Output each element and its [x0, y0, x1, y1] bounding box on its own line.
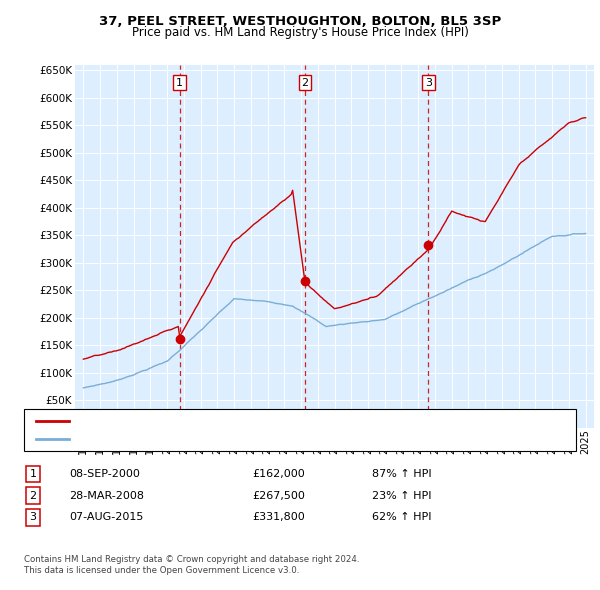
- Text: 08-SEP-2000: 08-SEP-2000: [69, 469, 140, 478]
- Text: 1: 1: [29, 469, 37, 478]
- Text: 23% ↑ HPI: 23% ↑ HPI: [372, 491, 431, 500]
- Text: £162,000: £162,000: [252, 469, 305, 478]
- Text: 07-AUG-2015: 07-AUG-2015: [69, 513, 143, 522]
- Text: 3: 3: [425, 78, 432, 87]
- Text: 87% ↑ HPI: 87% ↑ HPI: [372, 469, 431, 478]
- Text: 1: 1: [176, 78, 183, 87]
- Text: 3: 3: [29, 513, 37, 522]
- Text: Contains HM Land Registry data © Crown copyright and database right 2024.: Contains HM Land Registry data © Crown c…: [24, 555, 359, 563]
- Text: £267,500: £267,500: [252, 491, 305, 500]
- Text: 37, PEEL STREET, WESTHOUGHTON, BOLTON, BL5 3SP (detached house): 37, PEEL STREET, WESTHOUGHTON, BOLTON, B…: [75, 416, 436, 426]
- Text: 62% ↑ HPI: 62% ↑ HPI: [372, 513, 431, 522]
- Text: HPI: Average price, detached house, Bolton: HPI: Average price, detached house, Bolt…: [75, 434, 292, 444]
- Text: £331,800: £331,800: [252, 513, 305, 522]
- Text: 2: 2: [29, 491, 37, 500]
- Text: This data is licensed under the Open Government Licence v3.0.: This data is licensed under the Open Gov…: [24, 566, 299, 575]
- Text: 2: 2: [301, 78, 308, 87]
- Text: 37, PEEL STREET, WESTHOUGHTON, BOLTON, BL5 3SP: 37, PEEL STREET, WESTHOUGHTON, BOLTON, B…: [99, 15, 501, 28]
- Text: Price paid vs. HM Land Registry's House Price Index (HPI): Price paid vs. HM Land Registry's House …: [131, 26, 469, 39]
- Text: 28-MAR-2008: 28-MAR-2008: [69, 491, 144, 500]
